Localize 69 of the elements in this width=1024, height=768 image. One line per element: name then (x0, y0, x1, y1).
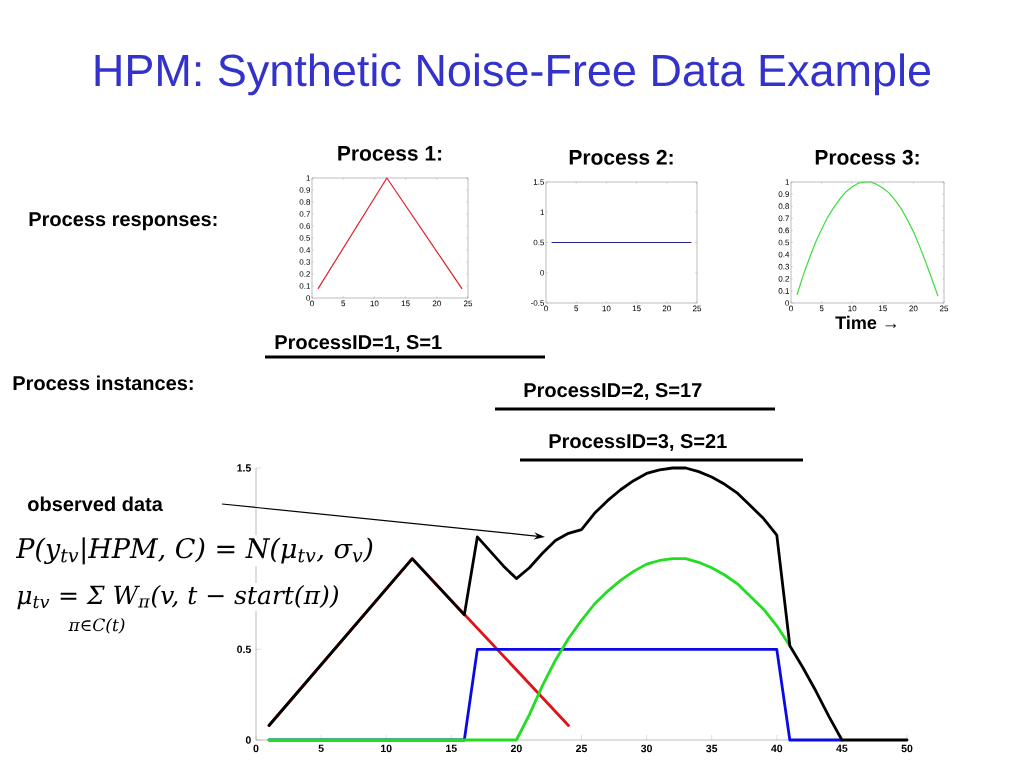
y-tick-label: 0.1 (778, 288, 790, 294)
x-tick-label: 30 (641, 744, 653, 753)
x-tick-label: 5 (318, 744, 324, 753)
y-tick-label: 0.5 (778, 239, 790, 246)
text: ProcessID=3, S=21 (549, 434, 727, 452)
y-tick-label: 0.5 (533, 239, 545, 246)
x-tick-label: 15 (401, 300, 410, 307)
y-tick-label: 0.6 (299, 223, 311, 229)
x-tick-label: 45 (836, 744, 848, 753)
y-tick-label: 0.4 (299, 247, 311, 253)
y-tick-label: 0.1 (299, 283, 311, 289)
y-tick-label: 0 (540, 269, 545, 276)
text: ProcessID=2, S=17 (524, 383, 702, 401)
y-tick-label: 0 (245, 736, 251, 744)
x-tick-label: 10 (848, 305, 857, 312)
y-tick-label: 0.9 (778, 191, 790, 197)
y-tick-label: 0 (306, 295, 311, 301)
y-tick-label: 0.2 (299, 271, 311, 277)
text: Process responses: (29, 212, 217, 231)
y-tick-label: 0.7 (778, 215, 790, 222)
text: π∈C(t) (68, 618, 125, 634)
y-tick-label: 1 (306, 175, 311, 181)
x-tick-label: 10 (602, 305, 611, 312)
text: ProcessID=1, S=1 (275, 335, 442, 353)
x-tick-label: 0 (253, 744, 259, 753)
annotation: μ$_{tv}$ = Σ W$_{π}$(v, t − start(π)) (17, 584, 338, 610)
y-tick-label: 1 (785, 179, 790, 185)
x-tick-label: 15 (878, 305, 887, 312)
y-tick-label: 1 (540, 209, 545, 215)
text: observed data (28, 496, 163, 512)
x-tick-label: 15 (632, 305, 641, 312)
y-tick-label: -0.5 (530, 300, 545, 306)
x-tick-label: 25 (576, 744, 588, 753)
chart-title: Process 3: (815, 149, 919, 165)
chart-title: Process 2: (569, 149, 673, 165)
x-tick-label: 20 (662, 305, 671, 312)
x-tick-label: 20 (432, 300, 441, 307)
x-tick-label: 20 (510, 744, 522, 753)
text: Process instances: (13, 375, 193, 391)
x-tick-label: 40 (771, 744, 783, 753)
x-axis-title: Time → (835, 315, 897, 330)
x-tick-label: 10 (370, 300, 379, 307)
y-tick-label: 0.2 (778, 275, 790, 282)
y-tick-label: 0.7 (299, 211, 311, 217)
y-tick-label: 0.9 (299, 187, 311, 193)
y-tick-label: 1.5 (533, 179, 545, 185)
text: HPM: Synthetic Noise-Free Data Example (95, 53, 931, 96)
x-tick-label: 5 (341, 300, 346, 307)
y-tick-label: 0.8 (778, 203, 790, 210)
y-tick-label: 0.6 (778, 227, 790, 234)
x-tick-label: 5 (819, 305, 824, 312)
x-tick-label: 25 (692, 305, 702, 312)
chart-title: Process 1: (338, 146, 442, 161)
y-tick-label: 0.5 (299, 235, 311, 241)
y-tick-label: 1.5 (237, 464, 251, 472)
annotation: P(y$_{tv}$|HPM, C) = N(μ$_{tv}$, σ$_{v}$) (15, 537, 373, 565)
x-tick-label: 50 (901, 744, 913, 753)
x-tick-label: 15 (446, 744, 457, 753)
x-tick-label: 10 (381, 744, 392, 753)
y-tick-label: 0.3 (778, 263, 790, 270)
x-tick-label: 35 (706, 744, 718, 753)
x-tick-label: 25 (463, 300, 473, 307)
y-tick-label: 0.8 (299, 199, 311, 205)
x-tick-label: 20 (909, 305, 918, 312)
y-tick-label: 0.3 (299, 259, 311, 265)
x-tick-label: 25 (939, 305, 949, 312)
y-tick-label: 0.5 (237, 645, 251, 654)
y-tick-label: 0.4 (778, 251, 790, 258)
x-tick-label: 5 (574, 305, 579, 312)
